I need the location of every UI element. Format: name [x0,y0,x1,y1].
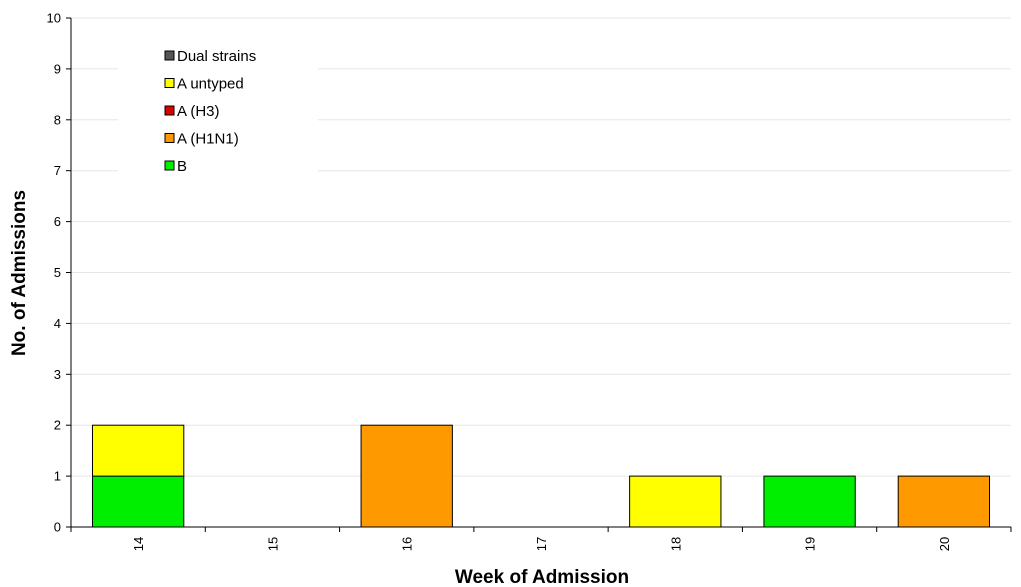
y-tick-label: 6 [54,214,61,229]
x-tick-label: 17 [534,537,549,551]
axes [66,17,1012,532]
bars [91,424,991,528]
y-tick-labels: 0 1 2 3 4 5 6 7 8 9 10 [47,11,61,535]
legend: Dual strains A untyped A (H3) A (H1N1) B [164,48,256,175]
x-tick-label: 14 [131,537,146,551]
bar-segment [763,475,856,528]
bar-segment [91,475,185,528]
bar-segment [91,424,185,477]
y-tick-label: 3 [54,367,61,382]
legend-label: Dual strains [177,48,256,65]
y-tick-label: 10 [47,11,61,26]
x-tick-label: 18 [668,537,683,551]
y-tick-label: 7 [54,163,61,178]
x-tick-label: 20 [937,537,952,551]
x-axis-title: Week of Admission [455,567,629,587]
legend-swatch [164,50,175,61]
y-tick-label: 4 [54,316,61,331]
y-tick-label: 2 [54,418,61,433]
y-tick-label: 1 [54,469,61,484]
x-tick-labels: 14 15 16 17 18 19 20 [131,537,952,551]
legend-swatch [164,133,175,143]
bar-segment [360,424,453,528]
y-tick-label: 5 [54,265,61,280]
legend-label: B [177,158,187,175]
x-tick-label: 16 [400,537,415,551]
y-tick-label: 9 [54,61,61,76]
legend-swatch [164,105,175,116]
y-tick-label: 8 [54,112,61,127]
legend-label: A (H3) [177,103,220,120]
y-axis-title: No. of Admissions [9,190,30,356]
x-tick-label: 19 [803,537,818,551]
legend-swatch [164,160,175,171]
legend-swatch [164,78,175,88]
bar-segment [629,475,722,528]
x-tick-label: 15 [265,537,280,551]
legend-background [118,40,318,178]
legend-label: A untyped [177,76,244,93]
y-tick-label: 0 [54,520,61,535]
legend-label: A (H1N1) [177,131,239,148]
bar-segment [897,475,991,528]
